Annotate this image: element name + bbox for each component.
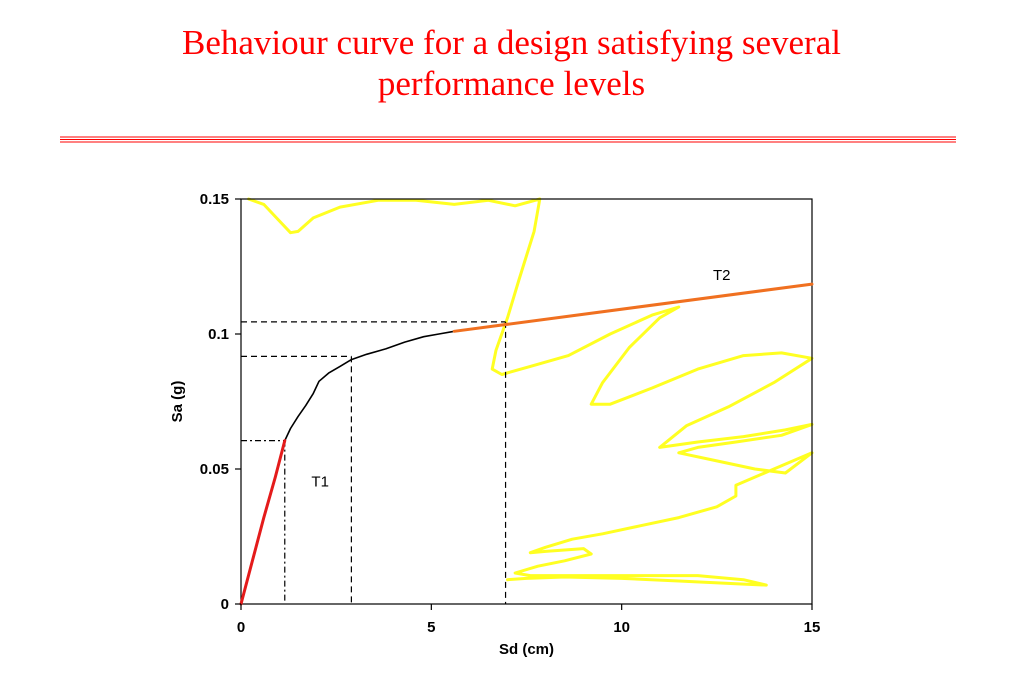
y-tick-label: 0.15: [200, 191, 229, 208]
plot-area-frame: [240, 198, 813, 605]
capacity-curves: [239, 282, 814, 606]
y-tick-label: 0.05: [200, 461, 229, 478]
series-hysteresis: [247, 197, 814, 587]
series-post-yield: [452, 282, 814, 333]
y-axis-title: Sa (g): [169, 381, 186, 423]
axes: 0 5 10 15 0 0.05 0.1 0.15: [200, 191, 821, 636]
x-tick-label: 15: [804, 619, 821, 636]
y-tick-label: 0: [221, 596, 229, 613]
hysteresis-layer: [247, 197, 814, 587]
annotation-t2: T2: [713, 267, 731, 284]
y-tick-label: 0.1: [208, 326, 229, 343]
slide-title: Behaviour curve for a design satisfying …: [0, 22, 1023, 104]
series-initial-stiffness: [239, 439, 287, 606]
slide-title-line-2: performance levels: [377, 64, 646, 103]
guide-lines: [241, 321, 507, 604]
annotation-t1: T1: [311, 474, 329, 491]
title-rule: [60, 136, 956, 143]
x-tick-label: 10: [613, 619, 630, 636]
slide-title-line-1: Behaviour curve for a design satisfying …: [182, 23, 841, 62]
x-tick-label: 5: [427, 619, 435, 636]
x-axis-title: Sd (cm): [499, 641, 554, 658]
x-tick-label: 0: [237, 619, 245, 636]
series-capacity: [283, 330, 456, 442]
